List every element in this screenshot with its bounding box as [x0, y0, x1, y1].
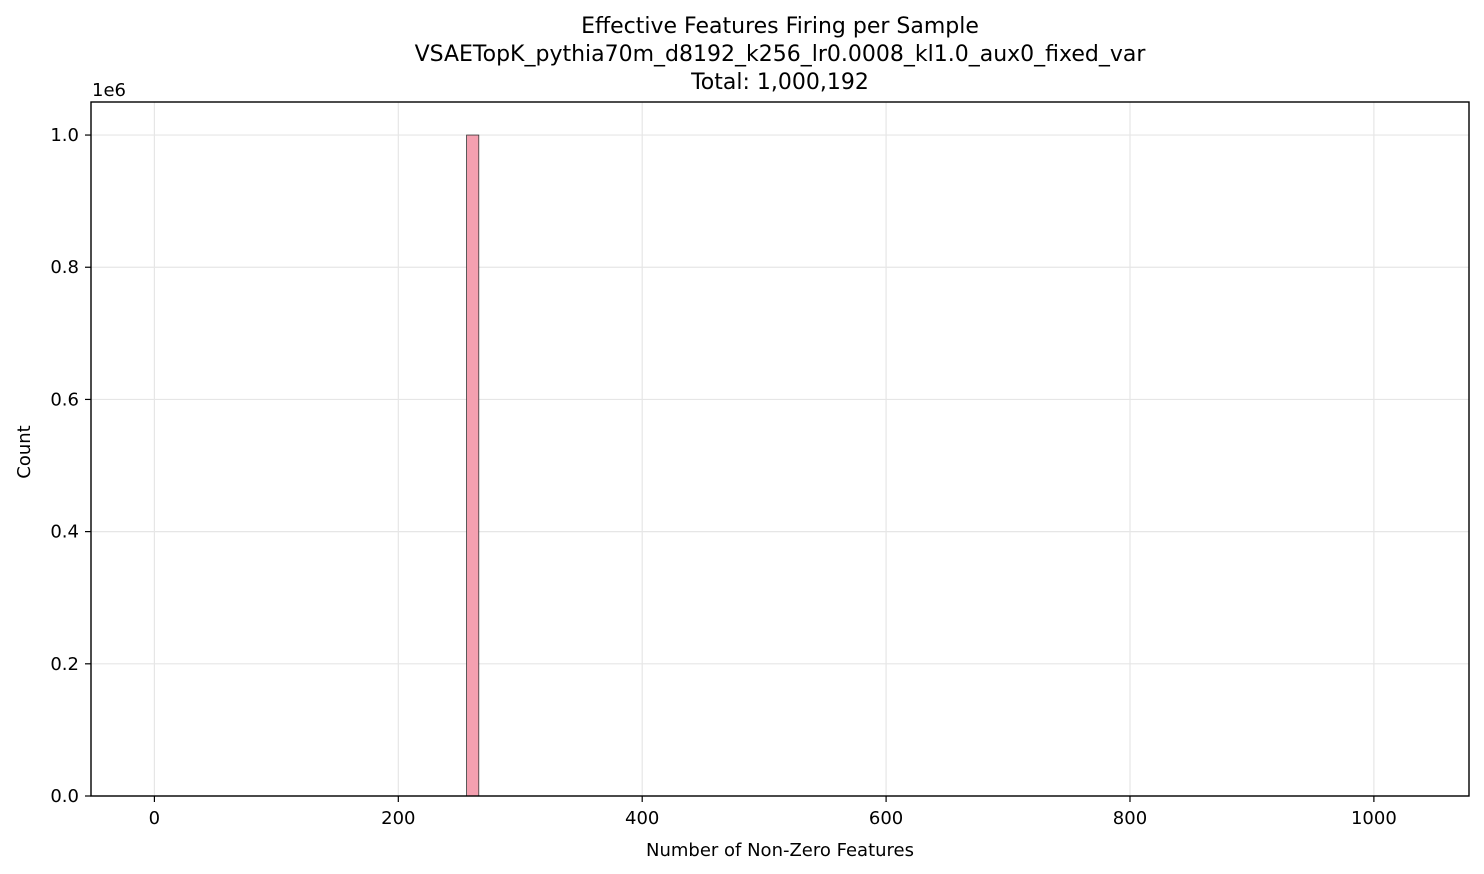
y-axis-ticks: 0.0 0.2 0.4 0.6 0.8 1.0 [50, 125, 91, 807]
y-tick-label: 0.2 [50, 654, 79, 675]
grid [91, 102, 1469, 797]
y-axis-label: Count [14, 425, 35, 478]
title-line-2: VSAETopK_pythia70m_d8192_k256_lr0.0008_k… [415, 42, 1147, 67]
histogram-bar [466, 134, 480, 797]
y-tick-label: 0.8 [50, 257, 79, 278]
x-axis-label: Number of Non-Zero Features [646, 840, 914, 861]
x-tick-label: 200 [381, 808, 415, 829]
y-offset-label: 1e6 [92, 80, 126, 101]
title-line-1: Effective Features Firing per Sample [581, 14, 979, 39]
x-tick-label: 0 [149, 808, 160, 829]
y-tick-label: 1.0 [50, 125, 79, 146]
x-tick-label: 600 [869, 808, 903, 829]
x-tick-label: 400 [625, 808, 659, 829]
chart-title: Effective Features Firing per Sample VSA… [415, 14, 1147, 95]
y-tick-label: 0.0 [50, 786, 79, 807]
plot-frame [90, 101, 1470, 797]
x-axis-ticks: 0 200 400 600 800 1000 [149, 796, 1397, 829]
y-tick-label: 0.6 [50, 389, 79, 410]
bars [466, 134, 480, 797]
y-tick-label: 0.4 [50, 522, 79, 543]
title-line-3: Total: 1,000,192 [690, 70, 869, 95]
x-tick-label: 800 [1113, 808, 1147, 829]
x-tick-label: 1000 [1351, 808, 1397, 829]
